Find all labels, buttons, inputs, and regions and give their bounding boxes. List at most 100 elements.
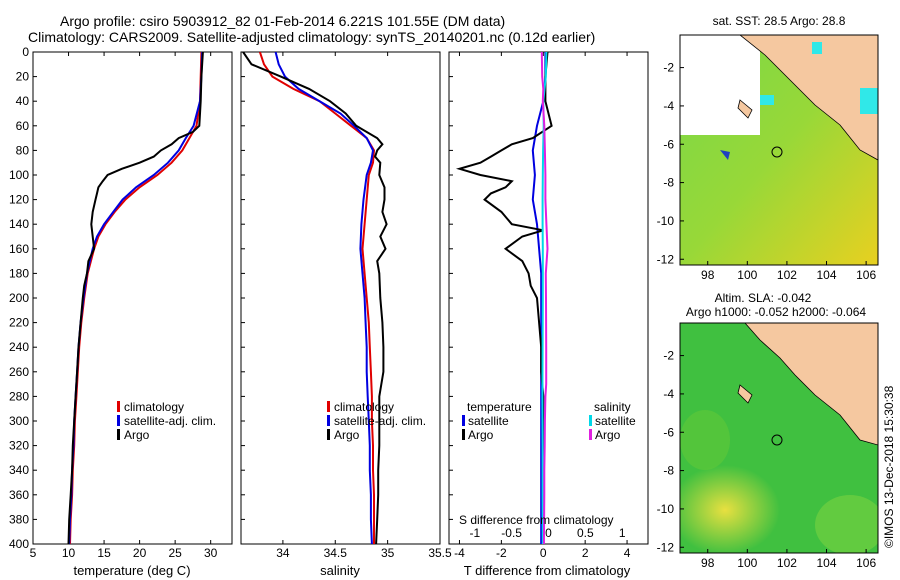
legend-swatch-s-satellite	[589, 415, 592, 426]
x-tick-label: 0	[540, 546, 547, 560]
map-x-tick-label: 104	[817, 556, 837, 570]
map-y-tick-label: -12	[657, 540, 675, 554]
series-layer	[67, 52, 553, 544]
series-line-argo	[67, 52, 204, 544]
sla-map-ticks: 98 100 102 104 106 -2 -4 -6 -8 -10 -12	[657, 349, 877, 570]
y-tick-label: 140	[9, 217, 29, 231]
sla-map-subtitle: Argo h1000: -0.052 h2000: -0.064	[686, 305, 866, 319]
y-tick-label: 260	[9, 365, 29, 379]
argo-position-marker	[771, 146, 783, 158]
map-x-tick-label: 98	[701, 556, 715, 570]
map-y-tick-label: -2	[663, 61, 674, 75]
y-tick-label: 200	[9, 291, 29, 305]
x-tick-label: 15	[97, 546, 111, 560]
y-tick-label: 340	[9, 463, 29, 477]
y-tick-label: 180	[9, 266, 29, 280]
x-tick-label: 35.5	[428, 546, 452, 560]
salinity-legend: climatology satellite-adj. clim. Argo	[327, 400, 426, 442]
sst-map-title: sat. SST: 28.5 Argo: 28.8	[713, 14, 846, 28]
x-tick-label: 4	[624, 546, 631, 560]
argo-position-marker	[771, 434, 783, 446]
legend-argo: Argo	[124, 428, 150, 442]
map-x-tick-label: 104	[817, 268, 837, 282]
legend-swatch-t-argo	[462, 429, 465, 440]
x-tick-label: 30	[204, 546, 218, 560]
map-y-tick-label: -12	[657, 252, 675, 266]
island-sst	[737, 99, 753, 119]
y-tick-label: 80	[16, 143, 30, 157]
y-tick-label: 380	[9, 512, 29, 526]
x-tick-label: 25	[168, 546, 182, 560]
temperature-xlabel: temperature (deg C)	[73, 563, 190, 578]
series-line-argo	[242, 52, 388, 544]
x-tick-label: 34.5	[324, 546, 348, 560]
top-x-tick-label: -1	[469, 526, 480, 540]
legend-swatch-climatology	[117, 401, 120, 412]
legend-s-argo: Argo	[595, 428, 621, 442]
salinity-panel	[240, 51, 441, 545]
difference-panel	[448, 51, 649, 545]
top-x-tick-label: 0	[545, 526, 552, 540]
difference-xlabel: T difference from climatology	[464, 563, 631, 578]
legend-argo: Argo	[334, 428, 360, 442]
legend-swatch-argo	[117, 429, 120, 440]
sst-missing-north	[680, 35, 760, 135]
y-tick-label: 100	[9, 168, 29, 182]
temperature-legend: climatology satellite-adj. clim. Argo	[117, 400, 216, 442]
legend-swatch-satellite	[117, 415, 120, 426]
map-y-tick-label: -2	[663, 349, 674, 363]
sst-cyan-patch	[812, 42, 822, 54]
header-line1: Argo profile: csiro 5903912_82 01-Feb-20…	[60, 13, 505, 29]
map-x-tick-label: 100	[737, 556, 757, 570]
y-tick-label: 220	[9, 316, 29, 330]
map-y-tick-label: -8	[663, 464, 674, 478]
map-y-tick-label: -8	[663, 176, 674, 190]
legend-swatch-s-argo	[589, 429, 592, 440]
y-tick-label: 160	[9, 242, 29, 256]
island-sla	[737, 384, 753, 404]
x-tick-label: -2	[496, 546, 507, 560]
top-x-tick-label: 0.5	[577, 526, 594, 540]
sst-cyan-patch	[760, 95, 774, 105]
legend-swatch-argo	[327, 429, 330, 440]
sla-map-title: Altim. SLA: -0.042	[715, 291, 812, 305]
axes-layer: 5 10 15 20 25 3002040608010012014016018020022…	[9, 45, 631, 560]
legend-swatch-t-satellite	[462, 415, 465, 426]
series-line-t-satellite	[531, 52, 547, 544]
sst-map-frame	[679, 34, 879, 266]
difference-legend: temperature satellite Argo salinity sate…	[462, 400, 636, 442]
map-y-tick-label: -4	[663, 99, 674, 113]
legend-climatology: climatology	[124, 400, 184, 414]
y-tick-label: 240	[9, 340, 29, 354]
sumatra-land-sst	[739, 35, 878, 161]
sumatra-land-sla	[744, 323, 878, 446]
x-tick-label: 5	[30, 546, 37, 560]
map-x-tick-label: 106	[856, 556, 876, 570]
sst-map	[680, 35, 878, 265]
y-tick-label: 120	[9, 193, 29, 207]
sla-map	[680, 323, 878, 553]
map-x-tick-label: 102	[777, 556, 797, 570]
header-line2: Climatology: CARS2009. Satellite-adjuste…	[28, 29, 595, 45]
x-tick-label: 2	[582, 546, 589, 560]
legend-temperature: temperature	[467, 400, 532, 414]
legend-t-satellite: satellite	[468, 414, 509, 428]
sla-map-frame	[679, 322, 879, 554]
sla-high-blob	[680, 465, 780, 553]
sla-blob	[680, 410, 730, 470]
series-line-satellite-adj-clim-	[274, 52, 375, 544]
map-x-tick-label: 100	[737, 268, 757, 282]
imos-credit: ©IMOS 13-Dec-2018 15:30:38	[882, 385, 896, 548]
difference-top-xlabel: S difference from climatology	[459, 513, 614, 527]
map-y-tick-label: -10	[657, 502, 675, 516]
y-tick-label: 40	[16, 94, 30, 108]
map-y-tick-label: -10	[657, 214, 675, 228]
y-tick-label: 400	[9, 537, 29, 551]
series-line-s-argo	[540, 52, 549, 544]
legend-satellite: satellite-adj. clim.	[334, 414, 426, 428]
x-tick-label: -4	[454, 546, 465, 560]
legend-climatology: climatology	[334, 400, 394, 414]
y-tick-label: 20	[16, 70, 30, 84]
x-tick-label: 34	[276, 546, 290, 560]
x-tick-label: 10	[62, 546, 76, 560]
